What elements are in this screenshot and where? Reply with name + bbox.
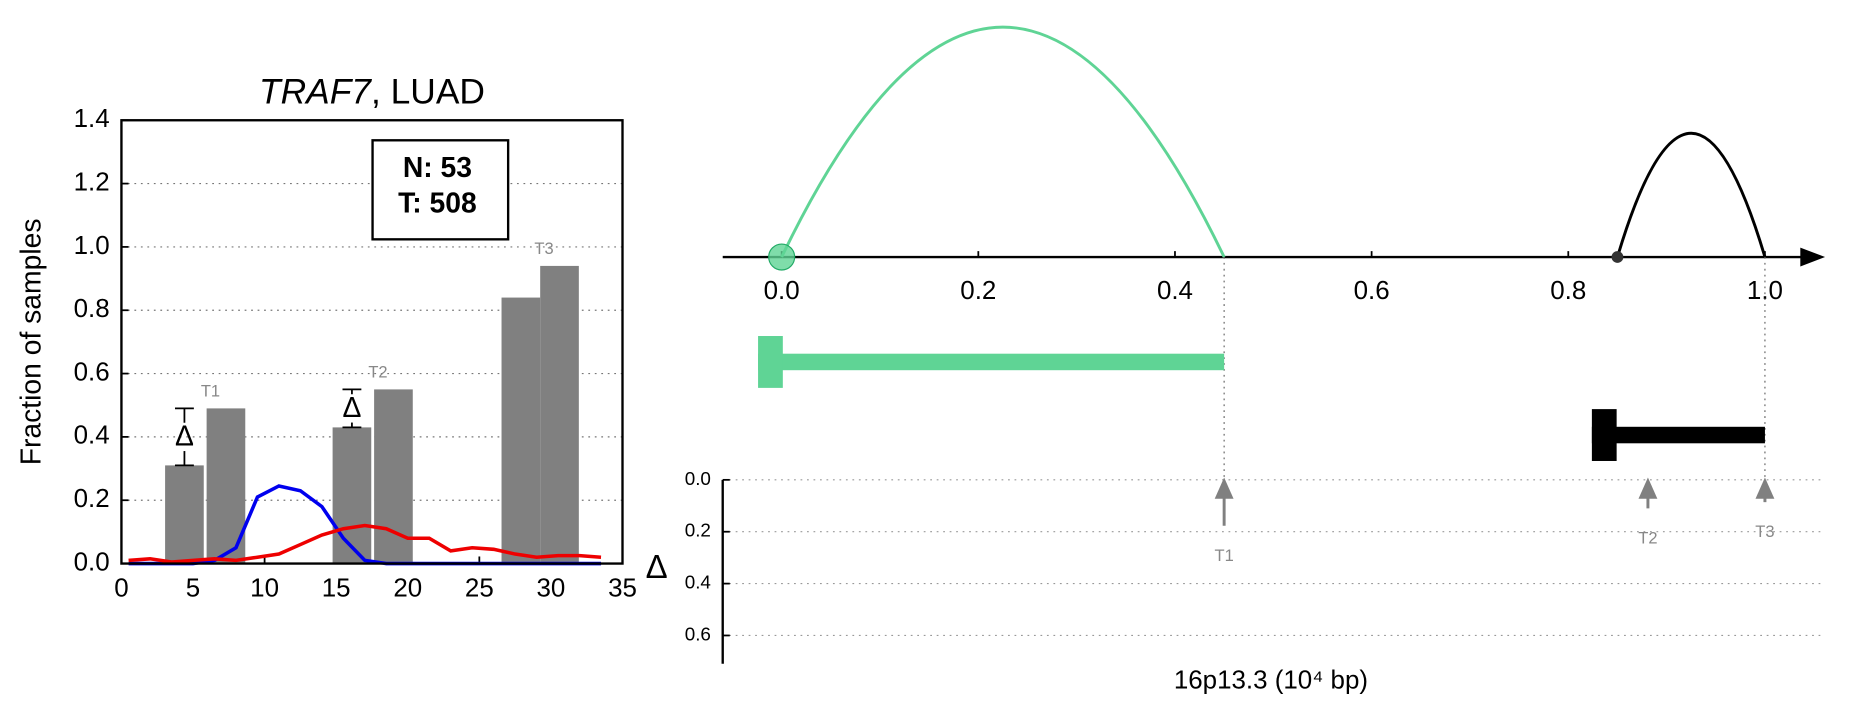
delta-arrow-head [1638,477,1658,499]
x-tick-label: 5 [186,574,200,602]
x-tick-label: 0.8 [1550,277,1586,305]
y-tick-label: 0.8 [74,295,110,323]
plot-frame [120,119,624,565]
arc [1616,131,1767,258]
y-tick-label: 1.2 [74,168,110,196]
x-tick-label: 15 [322,574,351,602]
arc-origin [1611,251,1624,263]
y-axis-label: Fraction of samples [14,219,46,466]
info-text: N: 53 [403,151,472,183]
y-tick-label: 0.6 [74,358,110,386]
bar [501,297,541,564]
arrow-label: T2 [1638,529,1657,547]
bar [540,265,579,564]
x-tick-label: 10 [250,574,279,602]
delta-arrow-head [1214,477,1234,499]
gene-body [1591,426,1765,444]
arrow-label: T1 [1215,547,1234,565]
x-tick-label: 20 [393,574,422,602]
delta-label: Δ [175,420,194,452]
bar [374,389,413,564]
x-tick-label: 35 [608,574,637,602]
y-tick-label: 0.0 [685,468,711,489]
delta-label: Δ [342,391,361,423]
info-text: T: 508 [398,187,477,219]
x-tick-label: 25 [465,574,494,602]
title-part: , LUAD [371,73,485,112]
arrow-label: T3 [1755,523,1774,541]
arc-origin [768,243,796,271]
delta-axis-label: Δ [646,548,668,585]
x-tick-label: 0 [114,574,128,602]
axis-arrow [1800,247,1826,267]
y-tick-label: 0.2 [74,485,110,513]
bar-label: T1 [201,382,220,400]
arc [780,25,1226,258]
info-box [371,139,510,241]
bar-label: T3 [534,240,553,258]
y-tick-label: 0.0 [74,548,110,576]
chart-title: TRAF7, LUAD [259,73,485,112]
gene-cap [1591,409,1617,461]
bar [165,465,204,564]
y-tick-label: 1.0 [74,232,110,260]
x-axis-label: 16p13.3 (10⁴ bp) [1174,666,1368,694]
y-tick-label: 1.4 [74,105,110,133]
x-tick-label: 0.2 [960,277,996,305]
delta-arrow-head [1755,477,1775,499]
bar-label: T2 [368,363,387,381]
gene-body [758,353,1225,371]
x-tick-label: 30 [536,574,565,602]
y-tick-label: 0.4 [74,422,110,450]
y-tick-label: 0.2 [685,520,711,541]
y-tick-label: 0.4 [685,572,711,593]
x-tick-label: 0.6 [1354,277,1390,305]
title-part: TRAF7 [259,73,372,112]
x-tick-label: 0.4 [1157,277,1193,305]
y-tick-label: 0.6 [685,623,711,644]
gene-cap [758,336,783,388]
x-tick-label: 0.0 [764,277,800,305]
line [128,523,602,564]
bar [332,427,372,564]
